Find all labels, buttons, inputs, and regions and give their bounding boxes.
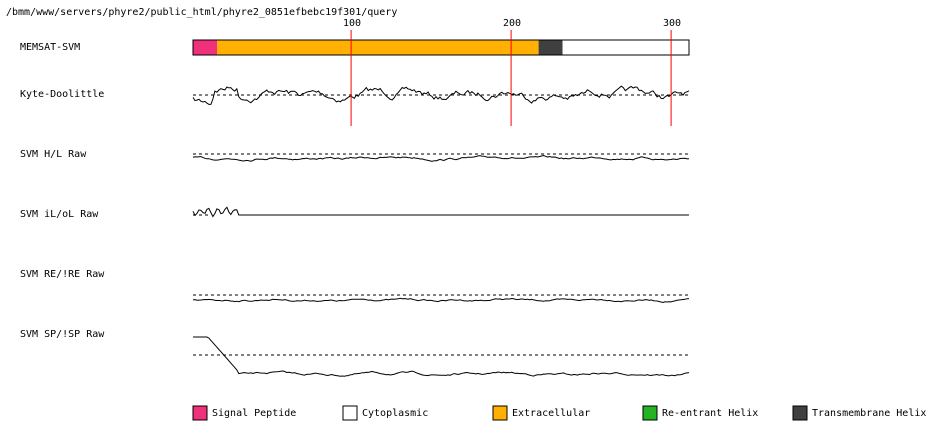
topology-segment-cytoplasmic (562, 40, 689, 55)
topology-bar (192, 39, 690, 56)
ruler-lines (350, 30, 672, 126)
legend-item-reentrant-helix: Re-entrant Helix (642, 405, 758, 421)
ruler-tick-label: 100 (343, 18, 361, 29)
legend-swatch-transmembrane-helix (792, 405, 808, 421)
svm-sp-trace (193, 336, 690, 377)
ruler-tick-label: 300 (663, 18, 681, 29)
legend-item-cytoplasmic: Cytoplasmic (342, 405, 428, 421)
legend-label-cytoplasmic: Cytoplasmic (362, 408, 428, 419)
track-label-svm-hl: SVM H/L Raw (20, 149, 87, 160)
legend-label-reentrant-helix: Re-entrant Helix (662, 408, 758, 419)
track-label-svm-sp: SVM SP/!SP Raw (20, 329, 105, 340)
svm-ilol-trace (192, 206, 689, 218)
topology-segment-extracellular (217, 40, 539, 55)
legend-label-transmembrane-helix: Transmembrane Helix (812, 408, 926, 419)
svm-hl-trace (192, 154, 690, 162)
legend-item-extracellular: Extracellular (492, 405, 590, 421)
legend-swatch-reentrant-helix (642, 405, 658, 421)
svm-re-trace (192, 297, 689, 304)
legend-swatch-cytoplasmic (342, 405, 358, 421)
legend-swatch-signal-peptide (192, 405, 208, 421)
profile-traces (192, 85, 690, 377)
track-label-svm-re: SVM RE/!RE Raw (20, 269, 105, 280)
legend: Signal Peptide Cytoplasmic Extracellular… (192, 405, 926, 421)
legend-label-extracellular: Extracellular (512, 408, 590, 419)
kyte-doolittle-trace (192, 85, 690, 105)
topology-segment-transmembrane-helix (538, 40, 563, 55)
track-label-memsat: MEMSAT-SVM (20, 42, 80, 53)
legend-label-signal-peptide: Signal Peptide (212, 408, 296, 419)
ruler-tick-label: 200 (503, 18, 521, 29)
legend-swatch-extracellular (492, 405, 508, 421)
topology-segment-signal-peptide (193, 40, 217, 55)
track-label-kyte-doolittle: Kyte-Doolittle (20, 89, 104, 100)
track-label-svm-ilol: SVM iL/oL Raw (20, 209, 99, 220)
legend-item-transmembrane-helix: Transmembrane Helix (792, 405, 926, 421)
query-path: /bmm/www/servers/phyre2/public_html/phyr… (6, 7, 397, 18)
position-ruler: 100 200 300 (343, 18, 681, 29)
legend-item-signal-peptide: Signal Peptide (192, 405, 296, 421)
topology-bar-border (192, 39, 690, 56)
